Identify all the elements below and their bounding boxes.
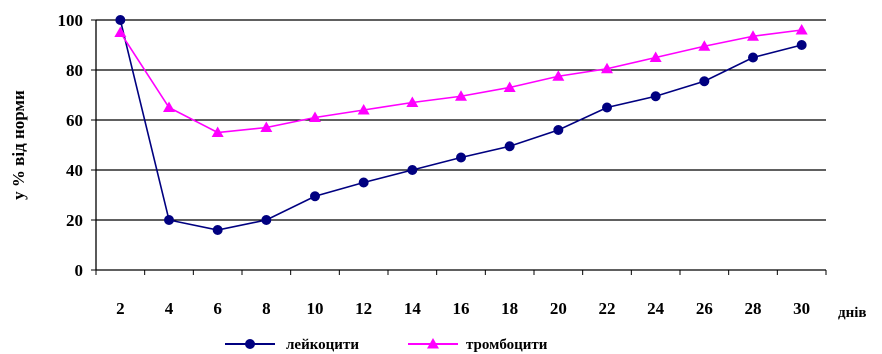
x-unit-label: днів: [838, 305, 867, 321]
x-tick-label: 12: [355, 299, 372, 318]
x-tick-label: 26: [696, 299, 713, 318]
data-point-circle: [212, 225, 223, 235]
data-point-circle: [456, 152, 466, 163]
data-point-triangle: [747, 30, 759, 41]
x-tick-label: 4: [165, 299, 174, 318]
data-point-triangle: [503, 81, 516, 92]
data-point-circle: [407, 165, 418, 175]
legend-label-leukocytes: лейкоцити: [286, 337, 359, 353]
data-point-circle: [115, 15, 126, 25]
legend: лейкоцити тромбоцити: [225, 337, 548, 353]
x-tick-label: 2: [116, 299, 125, 318]
data-point-circle: [748, 52, 758, 63]
y-axis-title: у % від норми: [9, 90, 28, 200]
x-tick-label: 30: [793, 299, 810, 318]
y-tick-label: 20: [66, 211, 83, 230]
gridlines: [91, 19, 826, 271]
data-point-triangle: [357, 104, 370, 115]
data-point-triangle: [211, 126, 224, 137]
legend-marker-circle: [245, 339, 255, 349]
data-point-triangle: [455, 90, 467, 101]
data-point-triangle: [114, 26, 127, 37]
data-point-triangle: [698, 40, 711, 51]
series-group: [114, 15, 808, 235]
y-tick-label: 60: [66, 111, 83, 130]
data-point-circle: [602, 102, 612, 113]
data-point-circle: [261, 215, 272, 225]
x-tick-label: 18: [501, 299, 518, 318]
x-tick-labels: 2 4 6 8 10 12 14 16 18 20 22 24 26 28 30: [116, 299, 810, 318]
legend-label-platelets: тромбоцити: [466, 337, 548, 353]
x-tick-label: 8: [262, 299, 271, 318]
x-tick-label: 10: [307, 299, 324, 318]
data-point-triangle: [260, 121, 273, 132]
x-tick-label: 14: [404, 299, 422, 318]
data-point-triangle: [649, 51, 662, 62]
data-point-triangle: [601, 62, 613, 74]
data-point-triangle: [406, 96, 419, 107]
x-tick-label: 24: [647, 299, 665, 318]
data-point-circle: [699, 76, 710, 87]
y-tick-label: 0: [75, 261, 84, 280]
x-tick-label: 28: [745, 299, 762, 318]
series-leukocytes: [115, 15, 807, 235]
series-platelets: [114, 24, 808, 137]
x-tick-label: 16: [453, 299, 470, 318]
series-line: [119, 19, 802, 231]
data-point-triangle: [163, 101, 175, 112]
y-tick-label: 100: [58, 11, 84, 30]
x-tick-label: 22: [599, 299, 616, 318]
data-point-circle: [164, 215, 174, 225]
data-point-circle: [504, 141, 515, 152]
x-tick-label: 6: [213, 299, 222, 318]
legend-marker-triangle: [427, 338, 439, 349]
data-point-circle: [310, 191, 320, 202]
data-point-triangle: [309, 111, 321, 122]
x-tick-label: 20: [550, 299, 567, 318]
y-tick-labels: 0 20 40 60 80 100: [58, 11, 84, 280]
data-point-circle: [358, 177, 369, 188]
y-tick-label: 40: [66, 161, 83, 180]
data-point-triangle: [552, 70, 565, 81]
data-point-circle: [553, 125, 564, 135]
axes: [95, 20, 827, 275]
y-tick-label: 80: [66, 61, 83, 80]
data-point-triangle: [795, 24, 808, 35]
data-point-circle: [650, 91, 661, 102]
data-point-circle: [796, 40, 807, 50]
